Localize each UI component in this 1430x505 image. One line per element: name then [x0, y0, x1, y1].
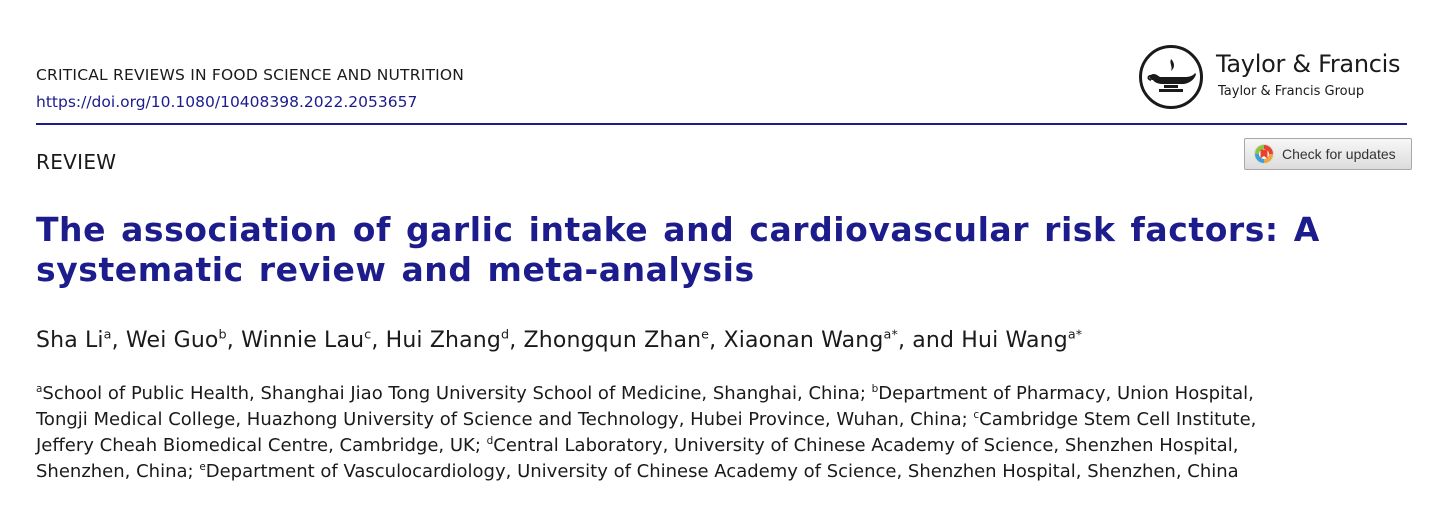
publisher-group: Taylor & Francis Group: [1218, 84, 1365, 99]
article-title: The association of garlic intake and car…: [36, 210, 1320, 289]
affiliation-text: Jeffery Cheah Biomedical Centre, Cambrid…: [36, 435, 487, 456]
affiliation-text: Department of Vasculocardiology, Univers…: [205, 461, 1239, 482]
author[interactable]: Sha Lia: [36, 328, 112, 353]
author-affiliation-mark: c: [364, 327, 372, 343]
affiliation-text: Tongji Medical College, Huazhong Univers…: [36, 409, 974, 430]
author-separator: , and: [898, 328, 962, 353]
author-affiliation-mark: d: [501, 327, 510, 343]
author-separator: ,: [709, 328, 724, 353]
header-rule: [36, 123, 1407, 125]
author-separator: ,: [509, 328, 524, 353]
author-affiliation-mark: a: [103, 327, 112, 343]
affiliation-mark: d: [486, 435, 494, 447]
publisher-name: Taylor & Francis: [1216, 50, 1401, 78]
author-name: Winnie Lau: [241, 328, 365, 353]
check-for-updates-label: Check for updates: [1282, 146, 1396, 162]
author[interactable]: Winnie Lauc: [241, 328, 371, 353]
author-separator: ,: [111, 328, 126, 353]
author[interactable]: Wei Guob: [126, 328, 227, 353]
lamp-logo-icon: [1139, 45, 1203, 109]
author-affiliation-mark: a*: [883, 327, 898, 343]
author-affiliation-mark: e: [701, 327, 710, 343]
affiliation-text: School of Public Health, Shanghai Jiao T…: [42, 383, 872, 404]
author-name: Wei Guo: [125, 328, 219, 353]
journal-name: CRITICAL REVIEWS IN FOOD SCIENCE AND NUT…: [36, 66, 465, 84]
author-affiliation-mark: b: [218, 327, 227, 343]
author[interactable]: Hui Wanga*: [961, 328, 1082, 353]
author-separator: ,: [226, 328, 242, 353]
affiliation-line: Jeffery Cheah Biomedical Centre, Cambrid…: [36, 433, 1381, 459]
author-list: Sha Lia, Wei Guob, Winnie Lauc, Hui Zhan…: [36, 328, 1082, 353]
affiliation-text: Central Laboratory, University of Chines…: [493, 435, 1239, 456]
article-type: REVIEW: [36, 150, 117, 174]
author-name: Hui Zhang: [385, 328, 501, 353]
affiliation-text: Shenzhen, China;: [36, 461, 200, 482]
affiliation-line: Tongji Medical College, Huazhong Univers…: [36, 407, 1381, 433]
author-name: Sha Li: [36, 328, 104, 353]
affiliation-mark: a: [36, 383, 43, 395]
affiliation-text: Cambridge Stem Cell Institute,: [979, 409, 1257, 430]
author[interactable]: Xiaonan Wanga*: [723, 328, 898, 353]
author[interactable]: Hui Zhangd: [386, 328, 510, 353]
affiliations: aSchool of Public Health, Shanghai Jiao …: [36, 381, 1381, 485]
doi-link[interactable]: https://doi.org/10.1080/10408398.2022.20…: [36, 93, 418, 111]
author-separator: ,: [371, 328, 386, 353]
publisher-logo[interactable]: Taylor & Francis Taylor & Francis Group: [1138, 44, 1418, 110]
affiliation-mark: e: [199, 461, 206, 473]
author-name: Xiaonan Wang: [723, 328, 884, 353]
affiliation-line: Shenzhen, China; eDepartment of Vasculoc…: [36, 459, 1381, 485]
check-for-updates-button[interactable]: Check for updates: [1244, 138, 1412, 170]
author[interactable]: Zhongqun Zhane: [524, 328, 710, 353]
crossmark-icon: [1254, 144, 1274, 164]
affiliation-line: aSchool of Public Health, Shanghai Jiao …: [36, 381, 1381, 407]
affiliation-text: Department of Pharmacy, Union Hospital,: [878, 383, 1254, 404]
author-name: Hui Wang: [961, 328, 1068, 353]
affiliation-mark: c: [973, 409, 980, 421]
author-name: Zhongqun Zhan: [523, 328, 702, 353]
affiliation-mark: b: [871, 383, 879, 395]
author-affiliation-mark: a*: [1067, 327, 1083, 343]
